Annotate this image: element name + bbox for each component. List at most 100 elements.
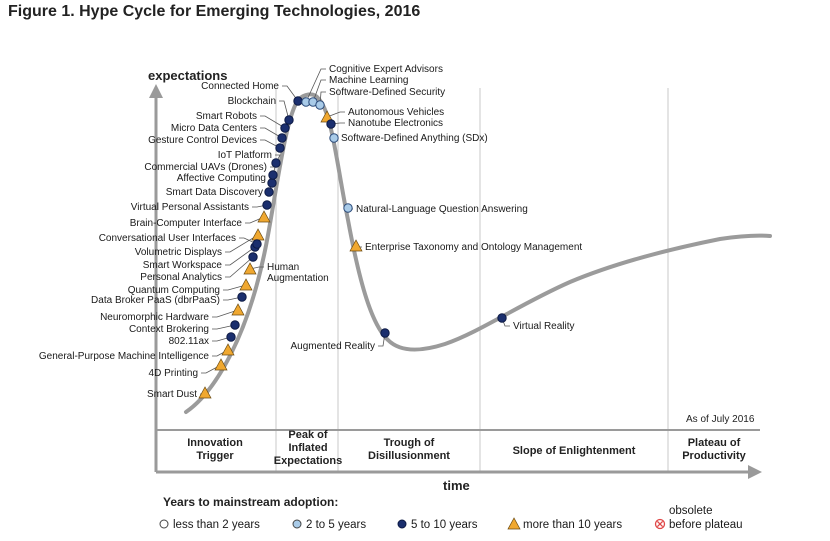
- figure-title: Figure 1. Hype Cycle for Emerging Techno…: [8, 3, 421, 20]
- technology-label-affective-computing: Affective Computing: [177, 173, 266, 184]
- technology-label-virtual-personal-assistants: Virtual Personal Assistants: [131, 202, 249, 213]
- technology-marker-data-broker-paas-dbrpaas: [237, 292, 247, 302]
- technology-marker-gesture-control-devices: [275, 143, 285, 153]
- technology-label-iot-platform: IoT Platform: [218, 150, 272, 161]
- technology-marker-virtual-personal-assistants: [262, 200, 272, 210]
- leader-line-blockchain: [279, 100, 290, 121]
- technology-label-software-defined-anything-sdx: Software-Defined Anything (SDx): [341, 133, 488, 144]
- technology-data-broker-paas-dbrpaas: Data Broker PaaS (dbrPaaS): [91, 292, 247, 306]
- leader-line-volumetric-displays: [225, 234, 259, 253]
- technology-label-4d-printing: 4D Printing: [149, 368, 198, 379]
- technology-marker-general-purpose-machine-intelligence: [221, 343, 235, 356]
- technology-marker-quantum-computing: [239, 278, 253, 291]
- legend-label-5to10: 5 to 10 years: [411, 519, 478, 531]
- legend-marker-gt10: [507, 517, 521, 530]
- technology-context-brokering: Context Brokering: [129, 320, 240, 335]
- technology-blockchain: Blockchain: [228, 96, 294, 125]
- technology-label-general-purpose-machine-intelligence: General-Purpose Machine Intelligence: [39, 351, 210, 362]
- leader-line-conversational-user-interfaces: [239, 237, 258, 245]
- phase-plateau-productivity: Plateau of Productivity: [682, 437, 746, 462]
- x-axis-arrow-icon: [748, 465, 762, 479]
- technology-label-cognitive-expert-advisors: Cognitive Expert Advisors: [329, 64, 443, 75]
- legend-item-obsolete: obsolete before plateau: [654, 505, 743, 531]
- technology-802-11ax: 802.11ax: [169, 332, 236, 347]
- leader-line-personal-analytics: [225, 256, 254, 278]
- technology-smart-data-discovery: Smart Data Discovery: [166, 187, 274, 198]
- phase-peak-inflated-expectations: Peak of Inflated Expectations: [274, 429, 342, 467]
- technology-markers: Smart Dust 4D Printing General-Purpose Mac…: [39, 64, 582, 400]
- technology-brain-computer-interface: Brain-Computer Interface: [130, 210, 271, 229]
- technology-marker-smart-dust: [198, 386, 212, 399]
- technology-marker-context-brokering: [230, 320, 240, 330]
- x-axis-label: time: [443, 478, 470, 493]
- technology-label-machine-learning: Machine Learning: [329, 75, 409, 86]
- technology-label-blockchain: Blockchain: [228, 96, 276, 107]
- technology-label-augmented-reality: Augmented Reality: [291, 341, 376, 352]
- technology-label-802-11ax: 802.11ax: [169, 336, 209, 347]
- technology-label-natural-language-question-answering: Natural-Language Question Answering: [356, 204, 528, 215]
- technology-machine-learning: Machine Learning: [308, 75, 409, 107]
- leader-line-smart-workspace: [225, 246, 256, 266]
- legend-label-lt2: less than 2 years: [173, 519, 260, 531]
- legend-item-5to10: 5 to 10 years: [397, 519, 478, 531]
- technology-label-autonomous-vehicles: Autonomous Vehicles: [348, 107, 444, 118]
- technology-label-connected-home: Connected Home: [201, 81, 279, 92]
- technology-marker-enterprise-taxonomy-and-ontology-management: [349, 239, 363, 252]
- technology-gesture-control-devices: Gesture Control Devices: [148, 135, 285, 153]
- technology-nanotube-electronics: Nanotube Electronics: [326, 118, 443, 129]
- legend-title: Years to mainstream adoption:: [163, 495, 338, 509]
- legend-label-gt10: more than 10 years: [523, 519, 622, 531]
- technology-marker-affective-computing: [267, 178, 277, 188]
- technology-label-micro-data-centers: Micro Data Centers: [171, 123, 257, 134]
- technology-marker-4d-printing: [214, 358, 228, 371]
- technology-marker-brain-computer-interface: [257, 210, 271, 223]
- leader-line-802-11ax: [212, 336, 232, 342]
- technology-marker-human-augmentation: [243, 262, 257, 275]
- technology-label-personal-analytics: Personal Analytics: [140, 272, 222, 283]
- technology-label-volumetric-displays: Volumetric Displays: [135, 247, 222, 258]
- leader-line-connected-home: [282, 85, 299, 102]
- technology-general-purpose-machine-intelligence: General-Purpose Machine Intelligence: [39, 343, 235, 362]
- legend-x-icon-b: [656, 520, 664, 528]
- technology-marker-conversational-user-interfaces: [252, 239, 262, 249]
- technology-natural-language-question-answering: Natural-Language Question Answering: [343, 203, 528, 215]
- technology-marker-802-11ax: [226, 332, 236, 342]
- technology-augmented-reality: Augmented Reality: [291, 328, 390, 352]
- leader-line-context-brokering: [212, 324, 236, 330]
- leader-line-data-broker-paas-dbrpaas: [223, 296, 243, 301]
- legend-item-gt10: more than 10 years: [507, 517, 622, 531]
- y-axis-label: expectations: [148, 68, 227, 83]
- technology-enterprise-taxonomy-and-ontology-management: Enterprise Taxonomy and Ontology Managem…: [349, 239, 582, 253]
- technology-smart-dust: Smart Dust: [147, 386, 212, 400]
- leader-line-neuromorphic-hardware: [212, 309, 239, 318]
- leader-line-gesture-control-devices: [260, 139, 281, 149]
- technology-label-smart-robots: Smart Robots: [196, 111, 257, 122]
- y-axis-arrow-icon: [149, 84, 163, 98]
- leader-line-autonomous-vehicles: [326, 111, 345, 118]
- leader-line-cognitive-expert-advisors: [305, 68, 326, 103]
- technology-label-smart-data-discovery: Smart Data Discovery: [166, 187, 263, 198]
- technology-marker-smart-robots: [280, 123, 290, 133]
- technology-marker-commercial-uavs-drones: [268, 170, 278, 180]
- technology-marker-virtual-reality: [497, 313, 507, 323]
- technology-marker-natural-language-question-answering: [343, 203, 353, 213]
- technology-software-defined-security: Software-Defined Security: [315, 87, 445, 110]
- technology-marker-personal-analytics: [248, 252, 258, 262]
- legend-item-2to5: 2 to 5 years: [292, 519, 366, 531]
- phase-labels: Innovation Trigger Peak of Inflated Expecta…: [187, 429, 746, 467]
- technology-marker-software-defined-security: [315, 100, 325, 110]
- technology-affective-computing: Affective Computing: [177, 173, 277, 188]
- technology-label-smart-dust: Smart Dust: [147, 389, 197, 400]
- technology-4d-printing: 4D Printing: [149, 358, 228, 379]
- technology-marker-smart-data-discovery: [264, 187, 274, 197]
- leader-line-micro-data-centers: [260, 127, 283, 139]
- technology-conversational-user-interfaces: Conversational User Interfaces: [99, 233, 262, 249]
- technology-human-augmentation: Human Augmentation: [243, 262, 329, 284]
- technology-virtual-personal-assistants: Virtual Personal Assistants: [131, 200, 272, 213]
- leader-line-quantum-computing: [223, 284, 247, 291]
- legend-label-obsolete: obsolete before plateau: [669, 505, 743, 531]
- legend-label-2to5: 2 to 5 years: [306, 519, 366, 531]
- technology-label-context-brokering: Context Brokering: [129, 324, 209, 335]
- technology-quantum-computing: Quantum Computing: [128, 278, 253, 296]
